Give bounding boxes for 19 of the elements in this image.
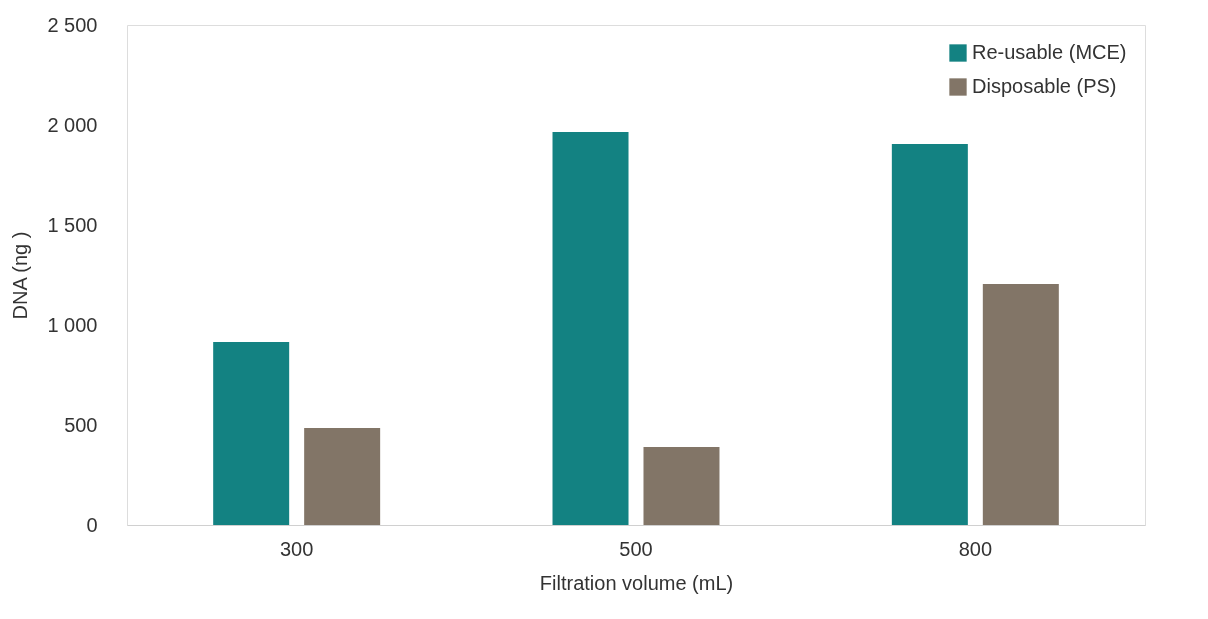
x-tick-label: 800 [958, 537, 993, 560]
x-tick-label: 500 [619, 537, 653, 560]
y-tick-label: 0 [86, 513, 98, 536]
y-tick-label: 1 500 [47, 213, 98, 236]
bar [304, 428, 381, 525]
bar [891, 144, 968, 525]
y-tick-label: 2 000 [47, 113, 98, 136]
y-axis-title: DNA (ng ) [9, 231, 32, 320]
y-tick-label: 1 000 [47, 313, 98, 336]
legend-label: Re-usable (MCE) [972, 41, 1127, 63]
legend-label: Disposable (PS) [972, 75, 1117, 97]
bar [213, 342, 290, 525]
x-axis-title: Filtration volume (mL) [539, 571, 734, 594]
x-tick-label: 300 [279, 537, 314, 560]
bar [982, 284, 1059, 525]
bar [643, 447, 720, 525]
y-tick-label: 500 [64, 413, 98, 436]
bar [552, 132, 629, 525]
y-tick-label: 2 500 [47, 13, 98, 36]
